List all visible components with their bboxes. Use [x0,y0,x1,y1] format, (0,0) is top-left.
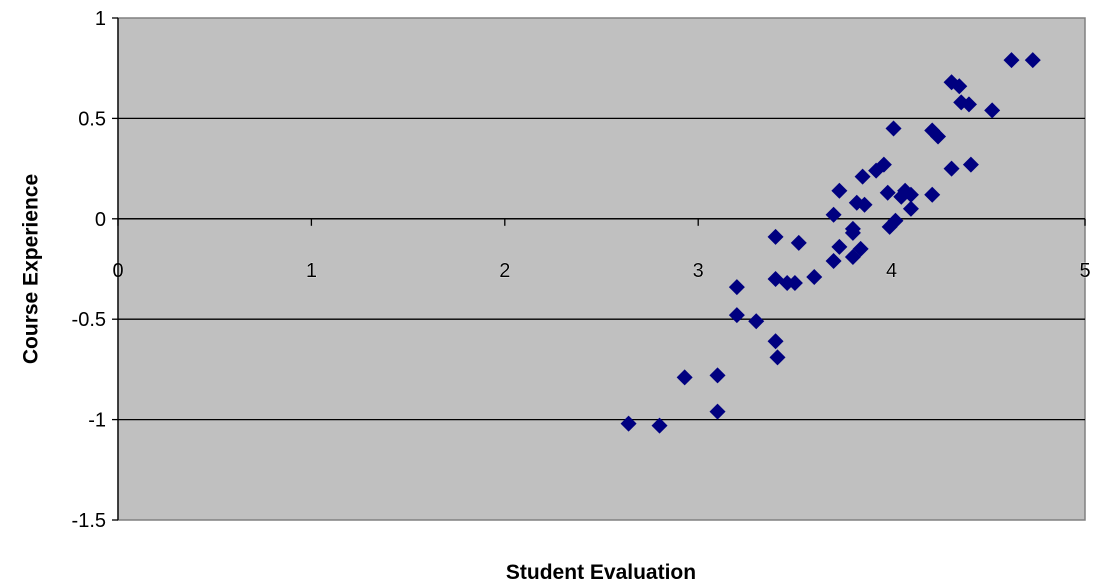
data-point [779,275,796,292]
data-point [825,206,842,223]
data-point [943,160,960,177]
data-point [852,240,869,257]
data-point [887,212,904,229]
y-tick-label: -1 [88,410,106,432]
data-point [984,102,1001,119]
data-point [769,349,786,366]
data-point [960,96,977,113]
data-point [844,224,861,241]
data-point [854,168,871,185]
data-point [806,269,823,286]
y-axis-title: Course Experience [20,174,43,364]
y-tick-label: 0 [95,209,106,231]
y-axis: -1.5 -1 -0.5 0 0.5 1 [72,8,119,532]
data-point [831,238,848,255]
y-tick-label: 0.5 [78,108,106,130]
data-point [790,234,807,251]
data-point [924,186,941,203]
data-point [748,313,765,330]
x-tick-label: 5 [1079,260,1090,282]
x-axis-title: Student Evaluation [506,561,696,584]
data-point [875,156,892,173]
data-point [1024,52,1041,69]
data-point [831,182,848,199]
data-point [620,415,637,432]
y-tick-label: -0.5 [72,309,106,331]
data-point [951,78,968,95]
x-tick-label: 4 [886,260,897,282]
data-point [879,184,896,201]
data-point [767,333,784,350]
data-point [856,196,873,213]
data-point [767,228,784,245]
x-tick-label: 1 [306,260,317,282]
data-point [651,417,668,434]
data-point [709,367,726,384]
data-point [962,156,979,173]
data-point [902,186,919,203]
plot-area [117,17,1086,521]
data-point [676,369,693,386]
data-point [728,279,745,296]
x-tick-label: 2 [499,260,510,282]
x-tick-label: 3 [693,260,704,282]
data-point [902,200,919,217]
data-point [728,307,745,324]
data-point [930,128,947,145]
data-point [709,403,726,420]
data-point [885,120,902,137]
data-point [825,252,842,269]
y-tick-label: -1.5 [72,510,106,532]
data-points [620,52,1041,434]
data-point [1003,52,1020,69]
y-tick-label: 1 [95,8,106,30]
